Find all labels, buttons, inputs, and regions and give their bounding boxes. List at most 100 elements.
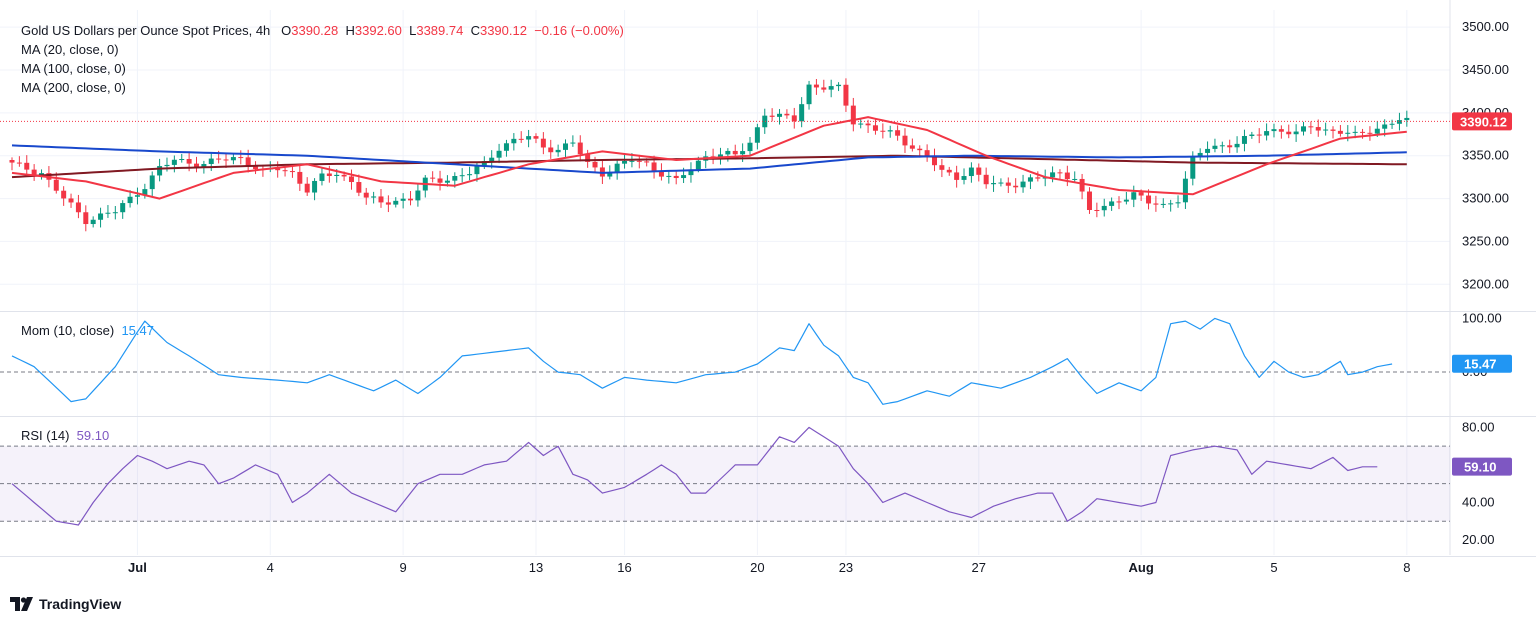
candle-body: [843, 84, 849, 106]
candle-body: [828, 86, 834, 90]
candle-body: [496, 150, 502, 158]
candle-body: [194, 163, 199, 168]
candle-body: [1131, 192, 1137, 200]
rsi-tick-label: 20.00: [1462, 532, 1495, 547]
candle-body: [1382, 124, 1388, 129]
last-price-label: 3390.12: [1460, 114, 1507, 129]
candle-body: [1352, 131, 1358, 133]
candle-body: [245, 157, 251, 167]
candle-body: [799, 104, 805, 122]
candle-body: [1212, 145, 1218, 149]
symbol-title: Gold US Dollars per Ounce Spot Prices, 4…: [21, 23, 271, 38]
price-tick-label: 3250.00: [1462, 233, 1509, 248]
brand-name: TradingView: [39, 596, 122, 612]
candle-body: [1227, 145, 1233, 148]
date-tick-label: 23: [839, 560, 853, 575]
candle-body: [334, 174, 340, 176]
candle-body: [932, 156, 937, 166]
candle-body: [430, 177, 436, 179]
rsi-badge-label: 59.10: [1464, 460, 1497, 475]
candle-body: [393, 200, 399, 205]
candle-body: [83, 212, 89, 225]
candle-body: [208, 158, 214, 165]
rsi-legend: RSI (14) 59.10: [21, 428, 109, 443]
candle-body: [533, 136, 539, 139]
candle-body: [777, 113, 783, 117]
low-label: L: [409, 23, 417, 38]
rsi-tick-label: 40.00: [1462, 494, 1495, 509]
close-value: 3390.12: [479, 23, 527, 38]
candle-body: [961, 176, 967, 180]
candle-body: [98, 213, 104, 220]
candle-body: [1308, 126, 1314, 128]
candle-body: [917, 148, 923, 151]
candle-body: [887, 130, 893, 132]
tradingview-brand[interactable]: TradingView: [10, 596, 121, 612]
candle-body: [1064, 172, 1070, 180]
candle-body: [681, 175, 687, 179]
candle-body: [371, 196, 377, 198]
candle-body: [1035, 177, 1041, 179]
candle-body: [1050, 172, 1056, 178]
candle-body: [319, 173, 325, 181]
date-tick-label: 5: [1270, 560, 1277, 575]
candle-body: [991, 183, 997, 185]
candle-body: [1013, 185, 1019, 188]
candle-body: [238, 157, 244, 159]
candle-body: [1241, 135, 1247, 144]
candle-body: [858, 123, 864, 125]
candle-body: [230, 157, 236, 161]
candle-body: [16, 162, 22, 164]
ma200-legend: MA (200, close, 0): [21, 80, 126, 95]
candle-body: [134, 195, 140, 197]
candle-body: [1197, 152, 1203, 157]
date-tick-label: Aug: [1128, 560, 1153, 575]
candle-body: [784, 113, 790, 116]
candle-body: [872, 125, 878, 131]
date-tick-label: 20: [750, 560, 764, 575]
candle-body: [1264, 131, 1270, 136]
candle-body: [526, 136, 532, 140]
candle-body: [348, 176, 354, 183]
candle-body: [31, 169, 37, 175]
candle-body: [577, 142, 583, 155]
candle-body: [68, 198, 74, 203]
candle-body: [1278, 129, 1284, 132]
candle-body: [1182, 178, 1188, 203]
candle-body: [614, 163, 620, 173]
candle-body: [976, 167, 982, 175]
candle-body: [622, 160, 628, 164]
candle-body: [459, 175, 465, 177]
candle-body: [61, 190, 67, 199]
date-tick-label: 4: [267, 560, 274, 575]
candle-body: [1138, 192, 1144, 196]
rsi-line: [11, 426, 1378, 526]
candle-body: [90, 219, 96, 225]
change-value: −0.16 (−0.00%): [534, 23, 624, 38]
candle-body: [548, 147, 554, 153]
candle-body: [275, 168, 281, 171]
candle-body: [998, 182, 1004, 184]
candle-body: [813, 84, 819, 88]
rsi-value: 59.10: [76, 428, 110, 443]
candle-body: [385, 202, 391, 205]
candle-body: [24, 162, 30, 170]
candle-body: [902, 135, 908, 146]
mom-label: Mom (10, close): [21, 323, 115, 338]
candle-body: [363, 192, 369, 198]
candle-body: [850, 105, 856, 125]
candle-body: [1286, 131, 1292, 135]
candle-body: [636, 160, 642, 162]
date-tick-label: 27: [972, 560, 986, 575]
candle-body: [880, 130, 886, 132]
candle-body: [171, 159, 177, 165]
candle-body: [1027, 177, 1033, 182]
candle-body: [747, 142, 753, 152]
candle-body: [1330, 129, 1336, 131]
candle-body: [75, 202, 81, 213]
open-label: O: [281, 23, 292, 38]
candle-body: [105, 212, 111, 214]
candle-body: [1360, 131, 1366, 133]
candle-body: [563, 143, 568, 150]
